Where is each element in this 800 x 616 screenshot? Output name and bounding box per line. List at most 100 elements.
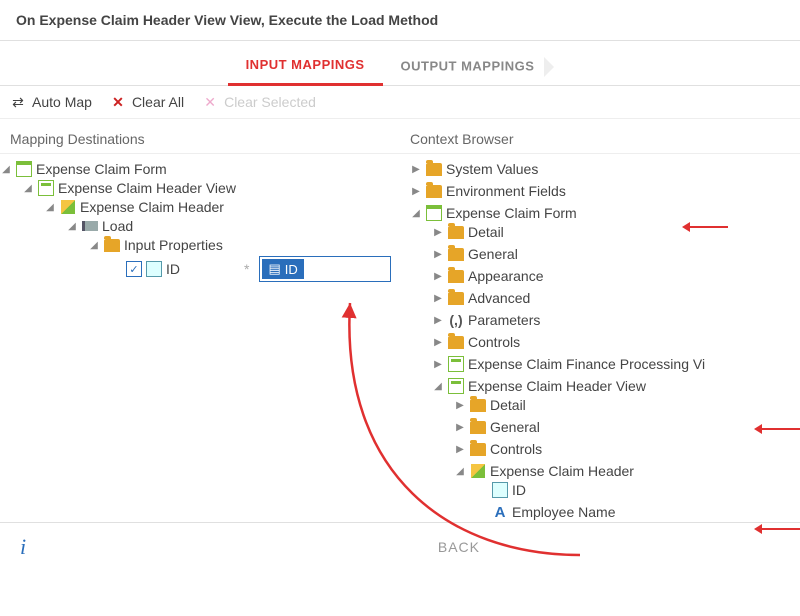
- folder-icon: [470, 397, 486, 413]
- tree-node-hv-detail[interactable]: ▶ Detail: [454, 397, 800, 413]
- tree-label: ID: [166, 261, 180, 277]
- collapse-icon[interactable]: ◢: [410, 207, 422, 219]
- tree-label: Expense Claim Header: [490, 463, 634, 479]
- expand-icon[interactable]: ▶: [432, 314, 444, 326]
- collapse-icon[interactable]: ◢: [22, 182, 34, 194]
- clear-icon: ✕: [110, 94, 126, 110]
- view-icon: [38, 180, 54, 196]
- footer: i BACK: [0, 522, 800, 571]
- parameters-icon: (,): [448, 312, 464, 328]
- collapse-icon[interactable]: ◢: [0, 163, 12, 175]
- tree-node-hv-general[interactable]: ▶ General: [454, 419, 800, 435]
- tab-bar: INPUT MAPPINGS OUTPUT MAPPINGS: [0, 41, 800, 86]
- mapped-value-tag[interactable]: ▤ ID: [262, 259, 303, 279]
- folder-icon: [448, 224, 464, 240]
- tree-label: Appearance: [468, 268, 544, 284]
- field-icon: [492, 482, 508, 498]
- expand-icon[interactable]: ▶: [454, 443, 466, 455]
- tree-node-form[interactable]: ◢ Expense Claim Form: [0, 161, 400, 177]
- folder-icon: [426, 183, 442, 199]
- folder-icon: [448, 334, 464, 350]
- tree-node-controls[interactable]: ▶ Controls: [432, 334, 800, 350]
- clear-selected-label: Clear Selected: [224, 94, 316, 110]
- tree-label: General: [490, 419, 540, 435]
- mapping-destinations-heading: Mapping Destinations: [0, 125, 400, 154]
- tree-node-general[interactable]: ▶ General: [432, 246, 800, 262]
- smartobject-icon: [470, 463, 486, 479]
- expand-icon[interactable]: ▶: [410, 163, 422, 175]
- folder-icon: [448, 246, 464, 262]
- method-icon: [82, 218, 98, 234]
- tree-node-appearance[interactable]: ▶ Appearance: [432, 268, 800, 284]
- field-icon: ▤: [268, 261, 280, 277]
- tab-output-mappings[interactable]: OUTPUT MAPPINGS: [383, 49, 573, 85]
- required-asterisk: *: [244, 261, 249, 277]
- tree-node-so-id[interactable]: ID: [476, 482, 800, 498]
- tree-node-smartobject[interactable]: ◢ Expense Claim Header: [44, 199, 400, 215]
- tree-label: General: [468, 246, 518, 262]
- tree-node-id-field[interactable]: ✓ ID * ▤ ID: [110, 256, 400, 282]
- tree-label: Expense Claim Form: [446, 205, 577, 221]
- folder-icon: [470, 419, 486, 435]
- folder-icon: [448, 268, 464, 284]
- collapse-icon[interactable]: ◢: [66, 220, 78, 232]
- tree-label: Employee Name: [512, 504, 616, 520]
- collapse-icon[interactable]: ◢: [88, 239, 100, 251]
- tree-node-detail[interactable]: ▶Detail: [432, 224, 800, 240]
- tree-node-hv-controls[interactable]: ▶ Controls: [454, 441, 800, 457]
- automap-button[interactable]: ⇄ Auto Map: [10, 94, 92, 110]
- tree-label: Advanced: [468, 290, 530, 306]
- annotation-arrow: [688, 226, 728, 228]
- collapse-icon[interactable]: ◢: [454, 465, 466, 477]
- context-browser-panel: Context Browser ▶System Values ▶Environm…: [400, 119, 800, 539]
- expand-icon[interactable]: ▶: [454, 421, 466, 433]
- expand-icon[interactable]: ▶: [432, 226, 444, 238]
- folder-icon: [426, 161, 442, 177]
- tree-node-hv-smartobject[interactable]: ◢ Expense Claim Header: [454, 463, 800, 479]
- collapse-icon[interactable]: ◢: [432, 380, 444, 392]
- tree-label: Controls: [468, 334, 520, 350]
- tree-node-so-employee[interactable]: AEmployee Name: [476, 504, 800, 520]
- tree-node-form[interactable]: ◢ Expense Claim Form: [410, 205, 800, 221]
- mapping-target-input[interactable]: ▤ ID: [259, 256, 391, 282]
- tree-node-method[interactable]: ◢ Load: [66, 218, 400, 234]
- tree-node-advanced[interactable]: ▶ Advanced: [432, 290, 800, 306]
- tree-label: Expense Claim Header View: [468, 378, 646, 394]
- tree-label: Input Properties: [124, 237, 223, 253]
- tree-label: Expense Claim Finance Processing Vi: [468, 356, 705, 372]
- tree-node-view[interactable]: ◢ Expense Claim Header View: [22, 180, 400, 196]
- expand-icon[interactable]: ▶: [432, 270, 444, 282]
- clear-all-button[interactable]: ✕ Clear All: [110, 94, 184, 110]
- info-icon[interactable]: i: [20, 534, 26, 560]
- expand-icon[interactable]: ▶: [454, 399, 466, 411]
- collapse-icon[interactable]: ◢: [44, 201, 56, 213]
- expand-icon[interactable]: ▶: [432, 248, 444, 260]
- tree-node-system-values[interactable]: ▶System Values: [410, 161, 800, 177]
- tree-label: Detail: [490, 397, 526, 413]
- text-field-icon: A: [492, 504, 508, 520]
- tree-node-environment-fields[interactable]: ▶Environment Fields: [410, 183, 800, 199]
- folder-icon: [104, 237, 120, 253]
- form-icon: [426, 205, 442, 221]
- folder-icon: [448, 290, 464, 306]
- form-icon: [16, 161, 32, 177]
- annotation-arrow: [760, 528, 800, 530]
- expand-icon[interactable]: ▶: [432, 336, 444, 348]
- dialog-title: On Expense Claim Header View View, Execu…: [0, 0, 800, 41]
- tree-node-input-properties[interactable]: ◢ Input Properties: [88, 237, 400, 253]
- tree-label: Parameters: [468, 312, 540, 328]
- automap-label: Auto Map: [32, 94, 92, 110]
- expand-icon[interactable]: ▶: [410, 185, 422, 197]
- tab-input-mappings[interactable]: INPUT MAPPINGS: [228, 49, 383, 85]
- expand-icon[interactable]: ▶: [432, 292, 444, 304]
- tree-label: ID: [512, 482, 526, 498]
- annotation-arrow: [760, 428, 800, 430]
- back-button[interactable]: BACK: [438, 539, 480, 555]
- tree-node-header-view[interactable]: ◢ Expense Claim Header View: [432, 378, 800, 394]
- expand-icon[interactable]: ▶: [432, 358, 444, 370]
- tree-node-parameters[interactable]: ▶ (,)Parameters: [432, 312, 800, 328]
- field-icon: [146, 261, 162, 277]
- tree-node-finance-view[interactable]: ▶ Expense Claim Finance Processing Vi: [432, 356, 800, 372]
- tree-label: Controls: [490, 441, 542, 457]
- clear-selected-icon: ✕: [202, 94, 218, 110]
